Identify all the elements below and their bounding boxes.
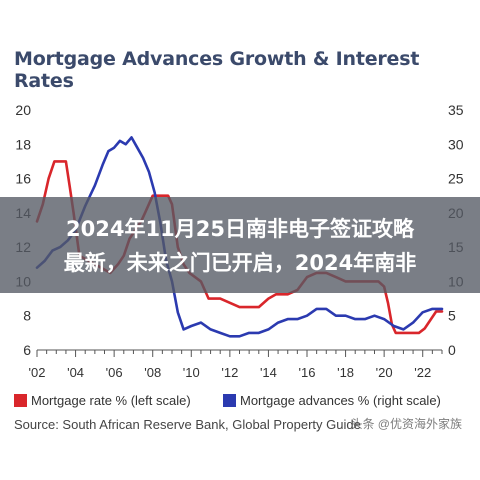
source-note: Source: South African Reserve Bank, Glob…	[14, 417, 361, 432]
left-axis-tick-label: 16	[15, 171, 31, 187]
legend-label-mortgage-rate: Mortgage rate % (left scale)	[31, 393, 191, 408]
x-tick-label: '08	[144, 365, 161, 380]
headline-line-1: 2024年11月25日南非电子签证攻略	[66, 217, 414, 241]
left-axis-tick-label: 18	[15, 136, 31, 152]
legend-label-mortgage-advances: Mortgage advances % (right scale)	[240, 393, 441, 408]
x-tick-label: '16	[299, 365, 316, 380]
x-tick-label: '22	[414, 365, 431, 380]
x-tick-label: '20	[376, 365, 393, 380]
right-axis-tick-label: 25	[448, 171, 464, 187]
x-tick-label: '18	[337, 365, 354, 380]
right-axis-tick-label: 5	[448, 308, 456, 324]
x-tick-label: '10	[183, 365, 200, 380]
left-axis-tick-label: 20	[15, 102, 31, 118]
x-tick-label: '14	[260, 365, 277, 380]
left-axis-tick-label: 6	[23, 342, 31, 358]
headline-overlay: 2024年11月25日南非电子签证攻略 最新，未来之门已开启，2024年南非	[0, 197, 480, 293]
headline-line-2: 最新，未来之门已开启，2024年南非	[63, 251, 417, 275]
x-tick-label: '02	[29, 365, 46, 380]
legend-swatch-mortgage-rate	[14, 394, 27, 407]
watermark: 头条 @优资海外家族	[350, 417, 462, 431]
legend-item-mortgage-rate: Mortgage rate % (left scale)	[14, 393, 191, 408]
right-axis-tick-label: 35	[448, 102, 464, 118]
x-tick-label: '06	[106, 365, 123, 380]
right-axis-tick-label: 0	[448, 342, 456, 358]
legend-swatch-mortgage-advances	[223, 394, 236, 407]
right-axis-tick-label: 30	[448, 136, 464, 152]
x-tick-label: '04	[67, 365, 84, 380]
series-line-mortgage-advances	[35, 136, 444, 338]
chart-title: Mortgage Advances Growth & Interest Rate…	[14, 48, 420, 92]
chart-legend: Mortgage rate % (left scale) Mortgage ad…	[10, 393, 470, 411]
left-axis-tick-label: 8	[23, 308, 31, 324]
legend-item-mortgage-advances: Mortgage advances % (right scale)	[223, 393, 441, 408]
x-tick-label: '12	[221, 365, 238, 380]
